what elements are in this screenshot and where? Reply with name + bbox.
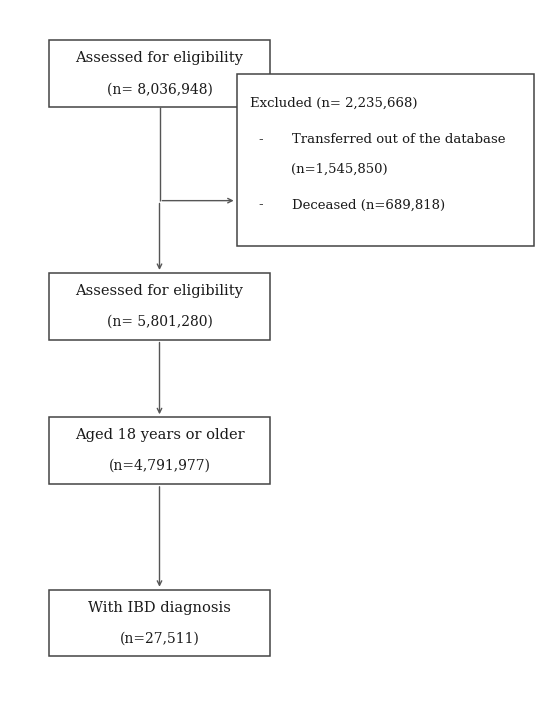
Bar — [50, 590, 270, 656]
Text: -: - — [258, 133, 263, 146]
Text: (n= 8,036,948): (n= 8,036,948) — [107, 82, 212, 96]
Text: (n=1,545,850): (n=1,545,850) — [292, 163, 388, 176]
Bar — [50, 40, 270, 107]
Text: Excluded (n= 2,235,668): Excluded (n= 2,235,668) — [250, 96, 418, 110]
Bar — [236, 74, 534, 246]
Bar — [50, 272, 270, 340]
Text: Assessed for eligibility: Assessed for eligibility — [75, 51, 244, 65]
Text: Deceased (n=689,818): Deceased (n=689,818) — [292, 199, 444, 211]
Text: (n=4,791,977): (n=4,791,977) — [108, 459, 211, 473]
Text: With IBD diagnosis: With IBD diagnosis — [88, 601, 231, 615]
Text: (n=27,511): (n=27,511) — [119, 631, 200, 646]
Text: Transferred out of the database: Transferred out of the database — [292, 133, 505, 146]
Text: Aged 18 years or older: Aged 18 years or older — [75, 428, 244, 442]
Text: -: - — [258, 199, 263, 211]
Text: (n= 5,801,280): (n= 5,801,280) — [107, 315, 212, 329]
Bar — [50, 417, 270, 484]
Text: Assessed for eligibility: Assessed for eligibility — [75, 284, 244, 298]
